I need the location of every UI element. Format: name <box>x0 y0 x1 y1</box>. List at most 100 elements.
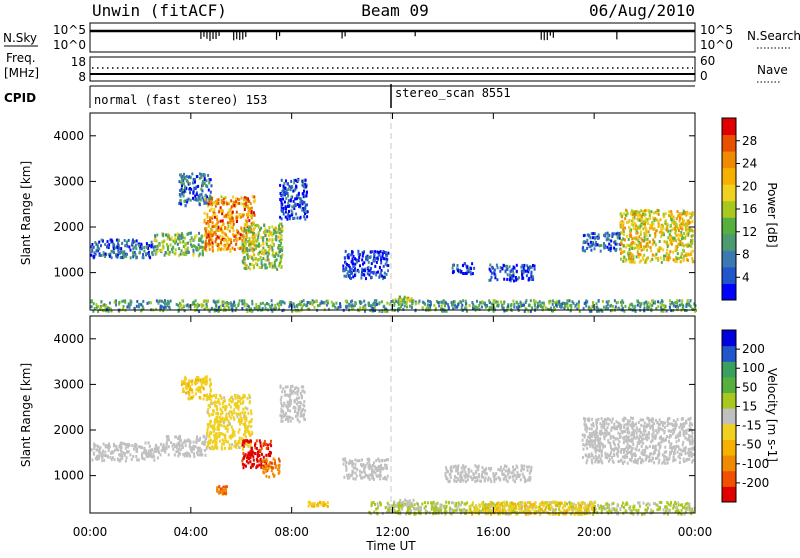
velocity-cell <box>263 456 265 459</box>
power-cell <box>199 194 201 197</box>
power-cell <box>534 268 536 271</box>
power-cell <box>668 214 670 217</box>
power-cell <box>283 193 285 196</box>
power-cell <box>493 272 495 275</box>
velocity-cell <box>234 394 236 397</box>
power-cell <box>200 238 202 241</box>
power-cell <box>602 300 604 303</box>
power-cell <box>489 306 491 309</box>
power-cell <box>253 248 255 251</box>
power-cell <box>473 267 475 270</box>
velocity-cell <box>216 405 218 408</box>
velocity-cell <box>195 392 197 395</box>
power-cell <box>661 299 663 302</box>
velocity-cell <box>234 445 236 448</box>
power-cell <box>183 173 185 176</box>
power-cell <box>521 274 523 277</box>
power-cell <box>210 178 212 181</box>
power-cell <box>404 301 406 304</box>
power-cell <box>419 300 421 303</box>
power-cell <box>387 252 389 255</box>
velocity-cell <box>512 466 514 469</box>
velocity-cell <box>138 445 140 448</box>
power-cell <box>640 225 642 228</box>
power-cell <box>285 211 287 214</box>
power-cell <box>253 253 255 256</box>
power-cell <box>275 227 277 230</box>
power-cell <box>350 277 352 280</box>
power-cell <box>187 247 189 250</box>
power-cell <box>211 184 213 187</box>
power-cell <box>249 214 251 217</box>
velocity-cell <box>502 473 504 476</box>
power-cell <box>617 235 619 238</box>
velocity-cell <box>265 475 267 478</box>
velocity-cell <box>223 421 225 424</box>
power-cell <box>605 232 607 235</box>
power-cell <box>243 198 245 201</box>
freq-tick-high: 18 <box>71 55 86 69</box>
velocity-cell <box>247 457 249 460</box>
power-cell <box>610 240 612 243</box>
power-cell <box>243 258 245 261</box>
power-cell <box>253 200 255 203</box>
power-cell <box>140 243 142 246</box>
power-cell <box>184 186 186 189</box>
power-cell <box>539 300 541 303</box>
power-cell <box>281 246 283 249</box>
power-cell <box>117 246 119 249</box>
power-cell <box>680 231 682 234</box>
velocity-cell <box>208 435 210 438</box>
velocity-cell <box>323 504 325 507</box>
power-cell <box>286 189 288 192</box>
velocity-cell <box>482 476 484 479</box>
power-cell <box>666 252 668 255</box>
velocity-cell <box>350 474 352 477</box>
power-cell <box>260 302 262 305</box>
velocity-cell <box>224 435 226 438</box>
power-cell <box>232 233 234 236</box>
velocity-cell <box>100 446 102 449</box>
power-cell <box>294 197 296 200</box>
power-cell <box>307 301 309 304</box>
power-cell <box>433 304 435 307</box>
power-cell <box>634 261 636 264</box>
power-cell <box>651 221 653 224</box>
power-cell <box>192 191 194 194</box>
power-cell <box>226 202 228 205</box>
power-cell <box>266 266 268 269</box>
power-cell <box>664 220 666 223</box>
velocity-cell <box>227 424 229 427</box>
power-cell <box>680 260 682 263</box>
power-cell <box>630 235 632 238</box>
power-cell <box>227 236 229 239</box>
power-cell <box>193 250 195 253</box>
power-cell <box>236 217 238 220</box>
velocity-cell <box>249 460 251 463</box>
power-cell <box>372 303 374 306</box>
power-cell <box>240 233 242 236</box>
power-cell <box>270 231 272 234</box>
power-cell <box>189 191 191 194</box>
velocity-cell <box>200 449 202 452</box>
velocity-cell <box>213 430 215 433</box>
power-cell <box>279 232 281 235</box>
power-cell <box>304 206 306 209</box>
velocity-cell <box>251 454 253 457</box>
velocity-cell <box>128 443 130 446</box>
velocity-cell <box>176 446 178 449</box>
power-cell <box>452 264 454 267</box>
velocity-cell <box>477 466 479 469</box>
nsearch-tick-low: 10^0 <box>700 38 733 52</box>
power-cell <box>278 224 280 227</box>
velocity-cell <box>233 411 235 414</box>
power-cell <box>189 187 191 190</box>
power-cell <box>607 303 609 306</box>
power-cell <box>659 247 661 250</box>
power-cell <box>170 243 172 246</box>
power-cell <box>124 301 126 304</box>
velocity-cell <box>229 399 231 402</box>
power-cell <box>623 256 625 259</box>
velocity-cell <box>495 478 497 481</box>
power-cell <box>600 250 602 253</box>
